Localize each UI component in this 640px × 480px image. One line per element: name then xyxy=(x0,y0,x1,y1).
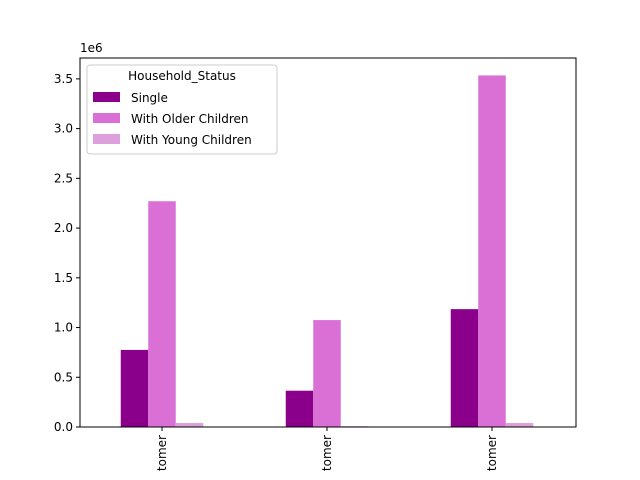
y-axis: 0.0 0.5 1.0 1.5 2.0 2.5 3.0 3.5 xyxy=(54,72,80,434)
bar xyxy=(175,423,204,427)
y-tick-label: 3.0 xyxy=(54,122,73,136)
y-tick-label: 2.5 xyxy=(54,171,73,185)
legend-swatch xyxy=(93,134,120,144)
bars-group xyxy=(120,75,534,427)
legend-swatch xyxy=(93,113,120,123)
y-tick-label: 2.0 xyxy=(54,221,73,235)
y-tick-label: 1.0 xyxy=(54,321,73,335)
legend-title: Household_Status xyxy=(128,69,236,83)
bar xyxy=(478,75,506,427)
x-tick-label: tomer xyxy=(320,435,334,471)
bar xyxy=(120,349,149,427)
y-tick-label: 0.5 xyxy=(54,370,73,384)
legend-label: With Older Children xyxy=(131,112,249,126)
bar xyxy=(450,309,479,427)
legend-label: Single xyxy=(131,91,168,105)
bar xyxy=(313,320,341,427)
y-tick-label: 0.0 xyxy=(54,420,73,434)
x-axis: tomer tomer tomer xyxy=(155,427,499,471)
y-scale-label: 1e6 xyxy=(80,41,103,55)
x-tick-label: tomer xyxy=(485,435,499,471)
legend-swatch xyxy=(93,92,120,102)
bar xyxy=(148,201,176,427)
legend-items: Single With Older Children With Young Chil… xyxy=(93,91,252,147)
bar xyxy=(505,423,534,427)
bar xyxy=(285,390,314,427)
plot-frame xyxy=(79,57,577,428)
y-tick-label: 1.5 xyxy=(54,271,73,285)
legend-frame xyxy=(86,64,278,155)
x-tick-label: tomer xyxy=(155,435,169,471)
legend: Household_Status Single With Older Childr… xyxy=(86,64,278,155)
legend-label: With Young Children xyxy=(131,133,252,147)
y-tick-label: 3.5 xyxy=(54,72,73,86)
